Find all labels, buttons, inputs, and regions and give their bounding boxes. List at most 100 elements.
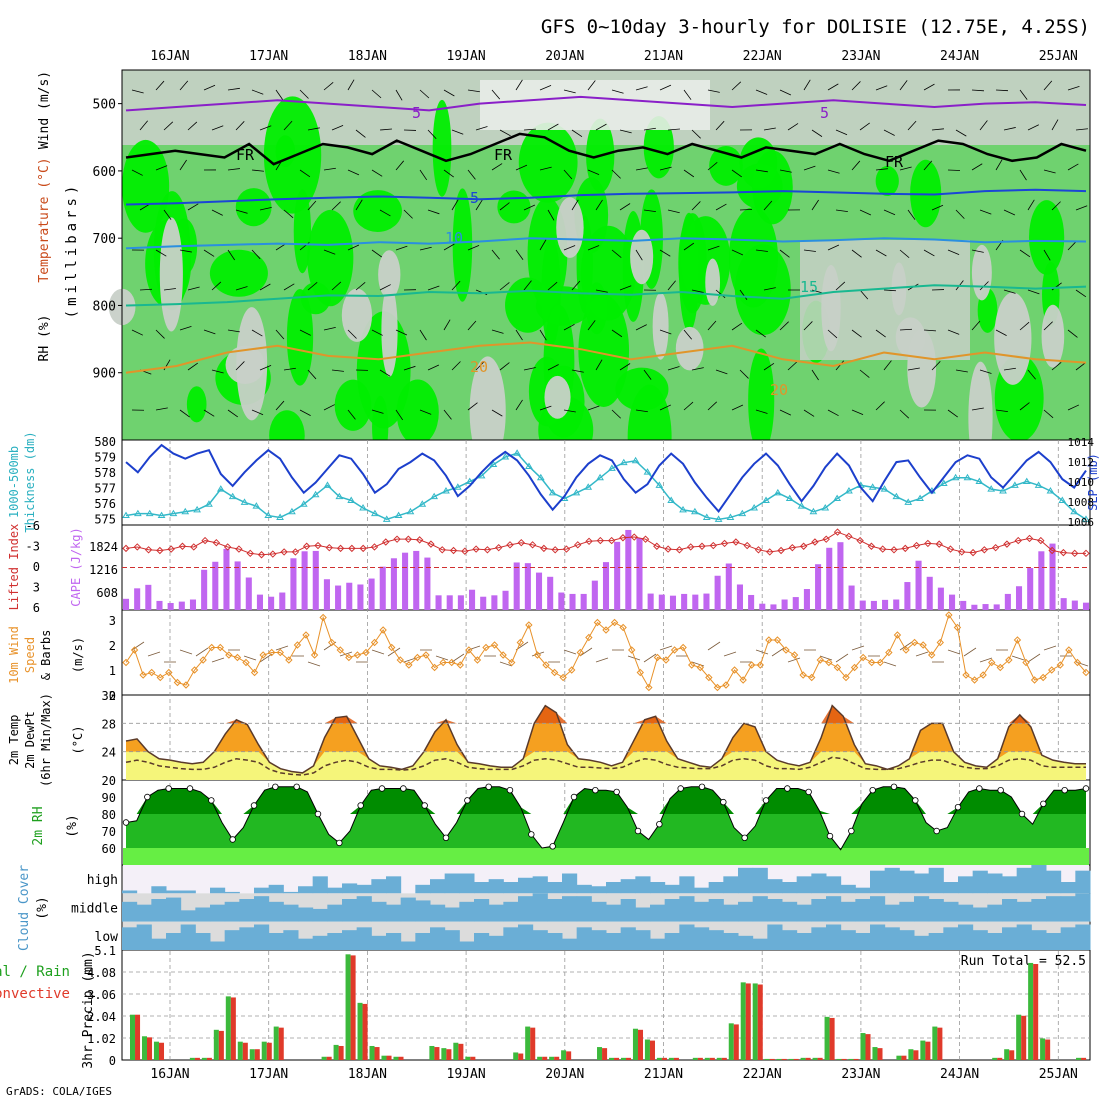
precip-total-bar xyxy=(825,1017,830,1060)
cloud-bar xyxy=(430,879,445,893)
cape-bar xyxy=(625,530,631,610)
rh2m-point xyxy=(913,798,919,804)
cape-bar xyxy=(223,549,229,610)
precip-tick-label: 3.06 xyxy=(87,988,116,1002)
cloud-bar xyxy=(1002,899,1017,922)
precip-conv-bar xyxy=(351,955,356,1060)
cloud-bar xyxy=(137,905,152,922)
lifted-index-tick-label: -6 xyxy=(26,519,40,533)
cape-bar xyxy=(871,601,877,610)
bottom-day-label: 16JAN xyxy=(150,1067,189,1082)
cloud-bar xyxy=(841,885,856,894)
cloud-bar xyxy=(723,876,738,893)
cloud-bar xyxy=(445,908,460,922)
chart-title: GFS 0~10day 3-hourly for DOLISIE (12.75E… xyxy=(541,16,1090,38)
cloud-level-label: middle xyxy=(71,902,118,917)
cape-tick-label: 1216 xyxy=(89,563,118,577)
cloud-bar xyxy=(489,905,504,922)
cloud-bar xyxy=(870,871,885,894)
cloud-bar xyxy=(254,888,269,894)
cloud-bar xyxy=(1061,882,1076,893)
cloud-bar xyxy=(767,879,782,893)
precip-total-bar xyxy=(932,1027,937,1060)
cape-bar xyxy=(145,585,151,610)
bottom-day-label: 21JAN xyxy=(644,1067,683,1082)
top-day-label: 25JAN xyxy=(1039,49,1078,64)
cloud-level-label: low xyxy=(95,930,119,945)
rh2m-tick-label: 70 xyxy=(102,825,116,839)
cloud-bar xyxy=(195,908,210,922)
cloud-bar xyxy=(1031,930,1046,950)
cloud-bar xyxy=(767,899,782,922)
cloud-bar xyxy=(459,942,474,951)
precip-total-bar xyxy=(992,1058,997,1060)
rh-moist-cell xyxy=(497,191,530,224)
rh2m-point xyxy=(678,786,684,792)
cloud-bar xyxy=(694,888,709,894)
rh-dry-cell xyxy=(676,327,704,370)
precip-total-bar xyxy=(453,1043,458,1060)
cape-bar xyxy=(134,588,140,610)
cape-bar xyxy=(190,600,196,610)
cloud-bar xyxy=(254,925,269,951)
precip-conv-bar xyxy=(566,1051,571,1060)
cloud-bar xyxy=(283,905,298,922)
rh2m-point xyxy=(785,786,791,792)
cloud-bar xyxy=(679,925,694,951)
cape-bar xyxy=(893,600,899,610)
cape-bar xyxy=(1038,551,1044,610)
cloud-bar xyxy=(958,925,973,951)
precip-total-bar xyxy=(441,1048,446,1060)
rh2m-point xyxy=(401,786,407,792)
rh2m-point xyxy=(593,787,599,793)
cloud-bar xyxy=(709,882,724,893)
cape-bar xyxy=(748,595,754,610)
rh2m-point xyxy=(358,803,364,809)
cloud-bar xyxy=(811,927,826,950)
cloud-bar xyxy=(621,927,636,950)
rh2m-floor xyxy=(123,848,1089,865)
precip-total-bar xyxy=(801,1058,806,1060)
cape-bar xyxy=(614,542,620,610)
cloud-bar xyxy=(371,879,386,893)
rh2m-point xyxy=(934,828,940,834)
cloud-bar xyxy=(694,927,709,950)
precip-conv-bar xyxy=(830,1018,835,1060)
cloud-bar xyxy=(371,936,386,950)
rh-dry-top xyxy=(480,80,710,130)
cloud-bar xyxy=(327,905,342,922)
cloud-bar xyxy=(151,886,166,893)
cloud-bar xyxy=(459,874,474,894)
cloud-bar xyxy=(547,933,562,950)
cape-bar xyxy=(480,597,486,610)
precip-conv-bar xyxy=(901,1056,906,1060)
temp-label-2: 2m DewPt xyxy=(23,711,37,769)
cape-bar xyxy=(726,564,732,610)
precip-total-bar xyxy=(214,1030,219,1060)
rh2m-point xyxy=(1019,811,1025,817)
cloud-bar xyxy=(357,927,372,950)
pressure-tick-label: 700 xyxy=(93,232,116,247)
cloud-bar xyxy=(826,896,841,922)
rh2m-point xyxy=(209,798,215,804)
precip-total-bar xyxy=(130,1015,135,1060)
cape-bar xyxy=(179,602,185,610)
top-day-label: 17JAN xyxy=(249,49,288,64)
precip-total-bar xyxy=(537,1057,542,1060)
cape-bar xyxy=(123,599,129,610)
thickness-tick-label: 575 xyxy=(94,513,116,527)
cloud-bar xyxy=(547,882,562,893)
cloud-bar xyxy=(973,871,988,894)
cloud-bar xyxy=(767,925,782,951)
precip-conv-bar xyxy=(398,1057,403,1060)
precip-conv-bar xyxy=(698,1058,703,1060)
contour-label: FR xyxy=(236,146,255,164)
cape-bar xyxy=(737,584,743,610)
cloud-bar xyxy=(943,902,958,922)
cloud-bar xyxy=(122,891,137,894)
cloud-bar xyxy=(283,930,298,950)
cloud-bar xyxy=(1061,927,1076,950)
cape-bar xyxy=(804,589,810,610)
wind-label: Wind (m/s) xyxy=(37,71,52,149)
cape-bar xyxy=(1005,594,1011,610)
